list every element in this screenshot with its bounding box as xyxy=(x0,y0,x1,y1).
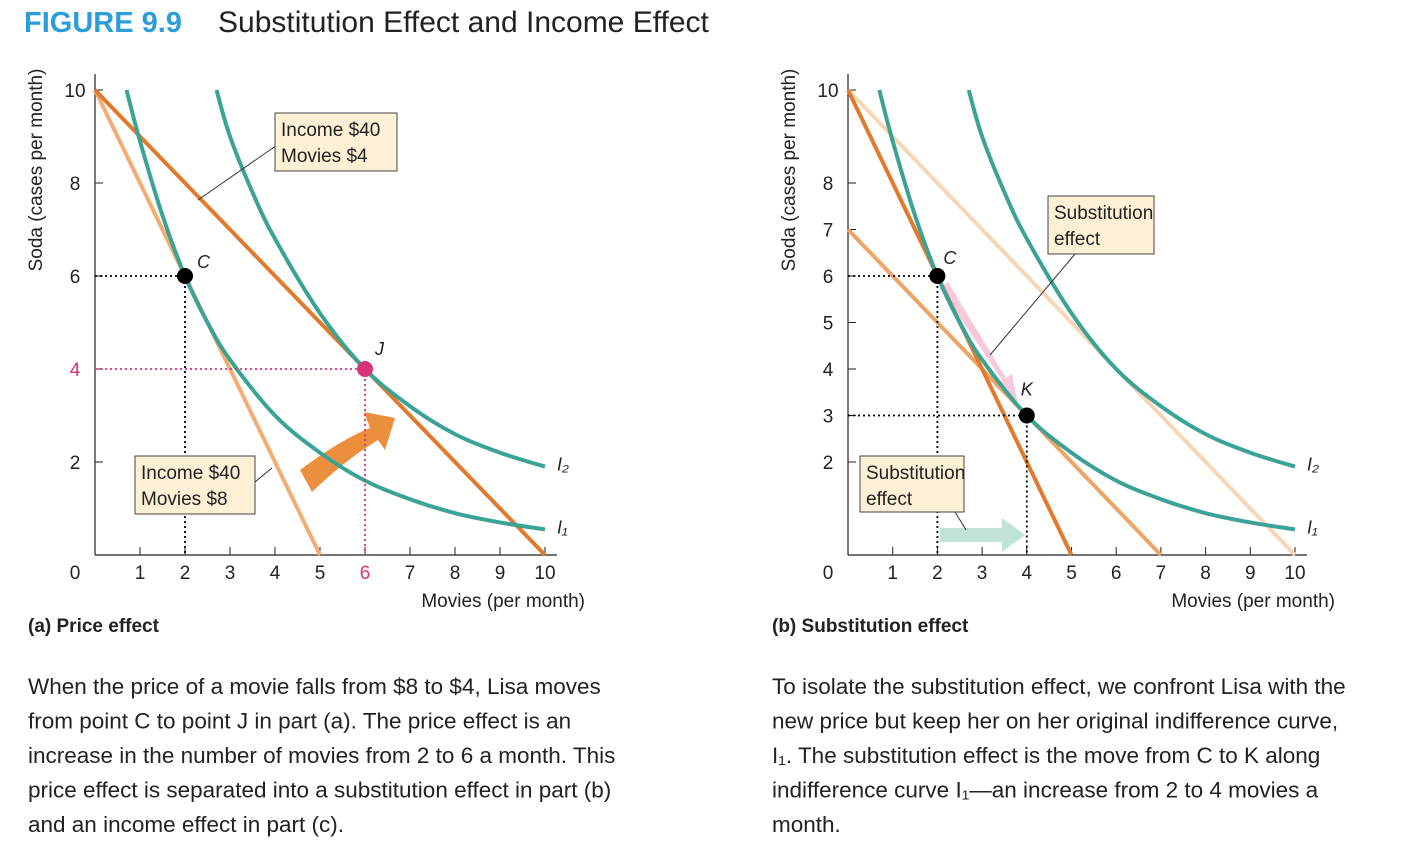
x-axis-label: Movies (per month) xyxy=(1171,591,1335,612)
annotation-text: effect xyxy=(866,489,913,510)
x-tick-label: 2 xyxy=(932,563,943,584)
y-axis-label: Soda (cases per month) xyxy=(779,69,800,272)
annotation-box xyxy=(134,455,256,515)
description-line: from point C to point J in part (a). The… xyxy=(28,709,571,734)
x-tick-label: 1 xyxy=(887,563,898,584)
y-tick-label: 6 xyxy=(70,267,81,288)
y-tick-label: 4 xyxy=(70,360,81,381)
leader-line xyxy=(254,467,273,483)
description-line: When the price of a movie falls from $8 … xyxy=(28,674,601,699)
indifference-curve xyxy=(124,89,546,532)
y-tick-label: 6 xyxy=(823,267,834,288)
x-tick-label: 10 xyxy=(1284,563,1305,584)
annotation-text: Movies $4 xyxy=(281,146,368,167)
x-tick-label: 8 xyxy=(450,563,461,584)
x-tick-label: 9 xyxy=(495,563,506,584)
description-line: month. xyxy=(772,812,841,837)
x-axis-label: Movies (per month) xyxy=(421,591,585,612)
curve-label: I₂ xyxy=(1307,455,1319,475)
y-tick-label: 2 xyxy=(823,453,834,474)
annotation-box xyxy=(859,455,965,513)
x-tick-label: 7 xyxy=(1156,563,1167,584)
point-label: J xyxy=(374,339,385,359)
annotation-box xyxy=(1047,195,1155,255)
y-tick-label: 4 xyxy=(823,360,834,381)
y-axis-label: Soda (cases per month) xyxy=(26,69,47,272)
leader-line xyxy=(989,253,1076,356)
point-label: C xyxy=(197,252,211,272)
y-tick-label: 10 xyxy=(64,81,85,102)
curve-label: I₂ xyxy=(557,455,569,475)
x-tick-label: 3 xyxy=(977,563,988,584)
x-tick-label: 5 xyxy=(315,563,326,584)
x-tick-label: 4 xyxy=(270,563,281,584)
y-tick-label: 8 xyxy=(823,174,834,195)
x-tick-label: 9 xyxy=(1245,563,1256,584)
description-line: new price but keep her on her original i… xyxy=(772,709,1338,734)
y-tick-label: 7 xyxy=(823,221,834,242)
y-tick-label: 2 xyxy=(70,453,81,474)
y-tick-label: 8 xyxy=(70,174,81,195)
x-tick-label: 2 xyxy=(180,563,191,584)
figure-title: Substitution Effect and Income Effect xyxy=(218,6,710,39)
annotation-text: Substitution xyxy=(866,463,965,484)
description-line: increase in the number of movies from 2 … xyxy=(28,743,615,768)
y-tick-label: 5 xyxy=(823,314,834,335)
substitution-arrow-x xyxy=(940,518,1025,552)
x-tick-label: 5 xyxy=(1066,563,1077,584)
x-tick-label: 8 xyxy=(1200,563,1211,584)
x-tick-label: 7 xyxy=(405,563,416,584)
x-tick-label: 10 xyxy=(534,563,555,584)
x-tick-label: 4 xyxy=(1022,563,1033,584)
x-tick-label: 6 xyxy=(360,563,371,584)
annotation-text: Substitution xyxy=(1054,203,1153,224)
point-label: C xyxy=(943,248,957,268)
x-tick-label: 0 xyxy=(70,563,81,584)
x-tick-label: 6 xyxy=(1111,563,1122,584)
x-tick-label: 1 xyxy=(135,563,146,584)
annotation-box xyxy=(274,112,398,172)
point xyxy=(177,268,193,284)
annotation-text: effect xyxy=(1054,229,1101,250)
x-tick-label: 0 xyxy=(823,563,834,584)
panel-caption: (a) Price effect xyxy=(28,616,160,637)
price-effect-arrow xyxy=(300,412,395,492)
annotation-text: Movies $8 xyxy=(141,489,228,510)
substitution-arrow xyxy=(940,282,1018,405)
annotation-text: Income $40 xyxy=(141,463,240,484)
y-tick-label: 10 xyxy=(817,81,838,102)
leader-line xyxy=(197,142,281,201)
point xyxy=(1018,407,1035,424)
leader-line xyxy=(954,511,967,531)
point xyxy=(929,268,946,284)
point xyxy=(357,361,373,377)
curve-label: I₁ xyxy=(1307,517,1318,537)
point-label: K xyxy=(1021,380,1034,400)
description-line: I₁. The substitution effect is the move … xyxy=(772,743,1320,768)
description-line: indifference curve I₁—an increase from 2… xyxy=(772,778,1319,803)
curve-label: I₁ xyxy=(557,517,568,537)
x-tick-label: 3 xyxy=(225,563,236,584)
description-line: price effect is separated into a substit… xyxy=(28,778,611,803)
y-tick-label: 3 xyxy=(823,407,834,428)
figure-label: FIGURE 9.9 xyxy=(24,7,182,39)
indifference-curve xyxy=(966,89,1296,469)
panel-caption: (b) Substitution effect xyxy=(772,616,969,637)
annotation-text: Income $40 xyxy=(281,120,380,141)
description-line: and an income effect in part (c). xyxy=(28,812,344,837)
indifference-curve xyxy=(214,89,546,469)
description-line: To isolate the substitution effect, we c… xyxy=(772,674,1346,699)
